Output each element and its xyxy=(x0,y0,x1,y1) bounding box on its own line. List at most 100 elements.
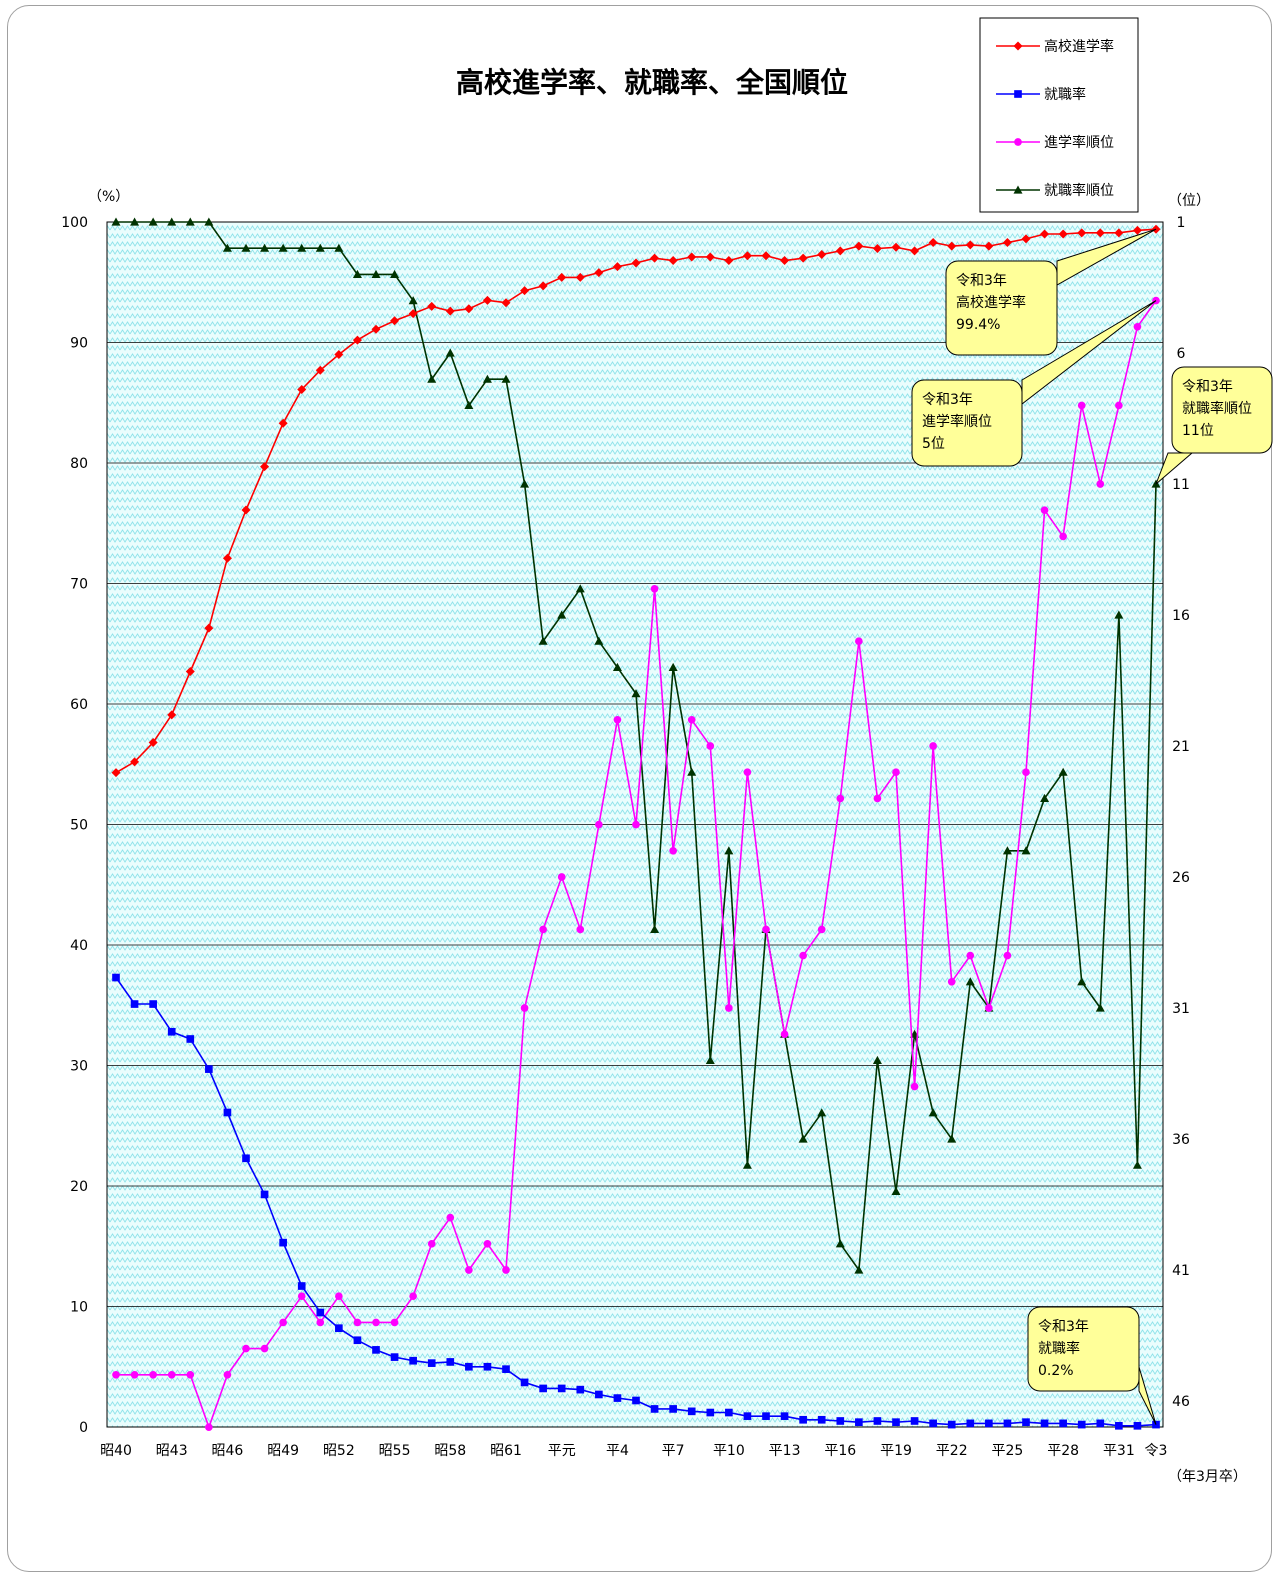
data-point xyxy=(984,241,994,251)
y-right-tick-label: 21 xyxy=(1172,739,1190,755)
x-tick-label: 昭61 xyxy=(490,1443,522,1459)
data-point xyxy=(297,243,307,252)
data-point xyxy=(873,1417,882,1425)
data-point xyxy=(1014,138,1022,146)
data-point xyxy=(464,400,474,409)
data-point xyxy=(186,1370,195,1379)
x-tick-label: 昭49 xyxy=(267,1443,299,1459)
y-left-unit: （%） xyxy=(88,189,129,205)
data-point xyxy=(836,794,845,803)
data-point xyxy=(185,666,195,676)
data-point xyxy=(798,1134,808,1143)
data-point xyxy=(520,1378,529,1387)
data-point xyxy=(427,1359,436,1367)
data-point xyxy=(576,1385,585,1394)
data-point xyxy=(1077,228,1087,238)
data-point xyxy=(947,1420,956,1429)
data-point xyxy=(279,1318,287,1327)
data-point xyxy=(705,1055,715,1064)
data-point xyxy=(390,316,400,326)
data-point xyxy=(1040,1419,1049,1428)
data-point xyxy=(334,243,344,252)
data-point xyxy=(539,925,547,934)
data-point xyxy=(483,1239,492,1248)
data-point xyxy=(854,1265,864,1274)
data-point xyxy=(724,846,734,855)
data-point xyxy=(148,738,158,748)
data-point xyxy=(780,256,790,266)
data-point xyxy=(928,1108,938,1117)
data-point xyxy=(112,1370,120,1379)
data-point xyxy=(539,1384,547,1393)
data-point xyxy=(854,241,864,251)
data-point xyxy=(352,269,362,278)
data-point xyxy=(111,217,121,226)
data-point xyxy=(1077,977,1087,986)
callout-text: 就職率順位 xyxy=(1182,400,1252,417)
data-point xyxy=(947,241,957,251)
data-point xyxy=(1077,1420,1086,1429)
data-point xyxy=(538,281,548,291)
chart-title: 高校進学率、就職率、全国順位 xyxy=(456,66,848,99)
y-right-tick-label: 46 xyxy=(1172,1394,1190,1410)
data-point xyxy=(315,365,325,375)
data-point xyxy=(1059,532,1067,541)
data-point xyxy=(798,253,808,263)
data-point xyxy=(186,1035,195,1043)
data-point xyxy=(613,1394,622,1402)
callout-text: 令和3年 xyxy=(1038,1319,1089,1335)
y-left-tick-label: 10 xyxy=(70,1300,88,1316)
x-tick-label: 昭52 xyxy=(323,1443,355,1459)
data-point xyxy=(315,243,325,252)
data-point xyxy=(446,1358,455,1366)
data-point xyxy=(111,768,121,778)
data-point xyxy=(762,1412,770,1420)
y-left-tick-label: 20 xyxy=(70,1179,88,1195)
data-point xyxy=(1040,506,1049,515)
data-point xyxy=(353,1318,362,1327)
data-point xyxy=(149,1000,157,1008)
data-point xyxy=(465,1362,473,1371)
data-point xyxy=(947,977,956,986)
data-point xyxy=(446,1213,455,1222)
data-point xyxy=(316,1308,325,1317)
data-point xyxy=(409,1292,417,1301)
data-point xyxy=(799,951,807,960)
y-left-tick-label: 100 xyxy=(61,215,88,231)
data-point xyxy=(631,258,641,268)
data-point xyxy=(780,1030,789,1039)
data-point xyxy=(669,1405,677,1413)
data-point xyxy=(928,237,938,247)
data-point xyxy=(1058,229,1068,239)
data-point xyxy=(465,1266,473,1274)
data-point xyxy=(297,1282,306,1290)
data-point xyxy=(1040,793,1050,802)
data-point xyxy=(1096,1419,1105,1428)
data-point xyxy=(612,662,622,671)
data-point xyxy=(1115,401,1123,410)
data-point xyxy=(761,251,771,261)
data-point xyxy=(222,243,232,252)
data-point xyxy=(1077,401,1086,410)
data-point xyxy=(632,1396,640,1405)
data-point xyxy=(891,1186,901,1195)
data-point xyxy=(873,794,882,803)
data-point xyxy=(1133,322,1142,331)
data-point xyxy=(130,1370,139,1379)
data-point xyxy=(687,1407,696,1416)
data-point xyxy=(892,768,900,777)
callout-box xyxy=(1171,366,1273,454)
data-point xyxy=(872,244,882,254)
data-point xyxy=(725,1408,733,1417)
data-point xyxy=(1132,225,1142,235)
data-point xyxy=(650,924,660,933)
y-left-tick-label: 80 xyxy=(70,456,88,472)
data-point xyxy=(501,298,511,308)
data-point xyxy=(242,1344,250,1353)
y-left-tick-label: 0 xyxy=(79,1420,88,1436)
data-point xyxy=(260,243,270,252)
data-point xyxy=(112,973,120,982)
